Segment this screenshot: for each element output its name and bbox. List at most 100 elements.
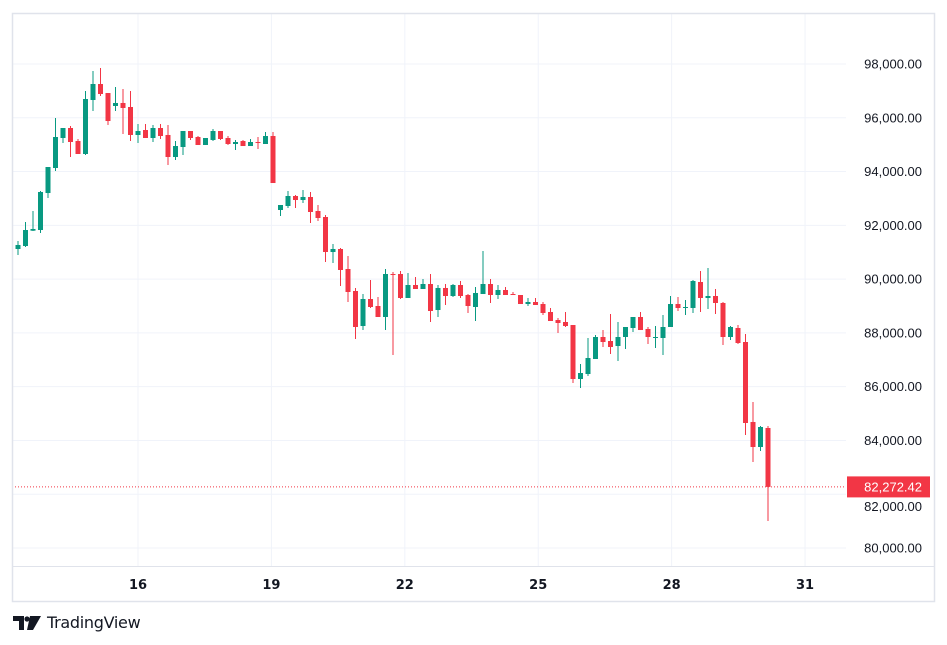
candle (338, 248, 343, 286)
candle (23, 221, 28, 248)
y-tick-label: 94,000.00 (864, 164, 922, 179)
candle-body (758, 427, 763, 448)
candle (38, 190, 43, 233)
candle (345, 255, 351, 302)
candle-body (270, 136, 276, 184)
candle-body (135, 131, 141, 135)
candle-body (90, 84, 96, 101)
candle-body (660, 327, 666, 338)
candle (173, 141, 178, 160)
candle (668, 295, 673, 328)
candle-body (653, 337, 658, 339)
candle-body (765, 427, 771, 487)
candle-body (158, 127, 163, 137)
y-tick-label: 92,000.00 (864, 218, 922, 233)
candle (143, 123, 148, 138)
y-tick-label: 82,000.00 (864, 499, 922, 514)
candle-body (533, 301, 538, 306)
candle (630, 316, 636, 333)
candle (698, 270, 703, 312)
candle-body (255, 142, 261, 144)
candle-body (510, 294, 516, 296)
candle-body (210, 131, 216, 140)
time-axis[interactable]: 16 19 22 25 28 31 (129, 578, 814, 593)
candle-body (218, 131, 223, 139)
price-axis[interactable]: 80,000.00 82,000.00 84,000.00 86,000.00 88,0… (847, 57, 930, 556)
candle-body (435, 287, 441, 311)
candle (413, 277, 418, 290)
candle-body (443, 287, 448, 296)
candle-body (383, 274, 388, 317)
candle-body (360, 299, 366, 327)
candle-body (180, 131, 186, 148)
candle-body (75, 141, 81, 154)
candle (128, 90, 133, 142)
candle (368, 279, 373, 308)
candle (428, 274, 433, 322)
x-tick-label: 22 (396, 578, 414, 593)
candle-body (570, 325, 576, 380)
y-tick-label: 80,000.00 (864, 541, 922, 556)
candle (540, 301, 546, 316)
candle (300, 190, 306, 203)
candle (578, 363, 583, 389)
candle (15, 241, 21, 255)
candle (750, 401, 756, 463)
chart-frame (11, 12, 936, 603)
candle-body (735, 327, 741, 343)
candle (90, 70, 96, 112)
candle-body (150, 127, 156, 138)
candle-body (495, 290, 501, 296)
candle (308, 191, 313, 223)
candle (53, 117, 58, 171)
candle (225, 136, 231, 145)
candle-body (540, 304, 546, 313)
y-tick-label: 84,000.00 (864, 433, 922, 448)
y-tick-label: 90,000.00 (864, 272, 922, 287)
candle (113, 86, 118, 112)
candle (615, 321, 621, 361)
candle (285, 190, 291, 208)
candle (420, 279, 426, 290)
x-tick-label: 19 (262, 578, 280, 593)
candle-body (345, 269, 351, 292)
candle (720, 301, 726, 345)
candle-body (450, 284, 456, 296)
candle-body (353, 290, 358, 328)
candle-body (488, 284, 493, 296)
candle (503, 286, 508, 296)
candle-body (278, 205, 283, 211)
candle-body (668, 304, 673, 328)
x-tick-label: 25 (529, 578, 547, 593)
candle-body (225, 137, 231, 144)
chart-border (11, 12, 936, 603)
candle-body (293, 195, 298, 201)
candle-body (143, 130, 148, 138)
candle-body (405, 284, 411, 298)
candle (383, 269, 388, 331)
candle-body (548, 311, 553, 322)
candle (510, 291, 516, 296)
candle (293, 195, 298, 208)
candle-body (728, 327, 733, 338)
candle-body (308, 196, 313, 212)
y-tick-label: 98,000.00 (864, 57, 922, 72)
candle (195, 136, 201, 145)
tradingview-logo[interactable]: TradingView (13, 613, 141, 632)
candle (30, 211, 36, 232)
candle-body (420, 284, 426, 290)
candle-body (248, 142, 253, 147)
candle-body (615, 337, 621, 347)
candle (713, 289, 718, 314)
candle-body (368, 299, 373, 307)
candle (120, 89, 126, 134)
candle-body (120, 102, 126, 108)
candle (683, 300, 688, 316)
candle (645, 327, 651, 344)
candle-body (705, 295, 711, 298)
candle-body (323, 216, 328, 253)
candle (728, 326, 733, 341)
candle-body (300, 196, 306, 201)
candle (135, 123, 141, 143)
